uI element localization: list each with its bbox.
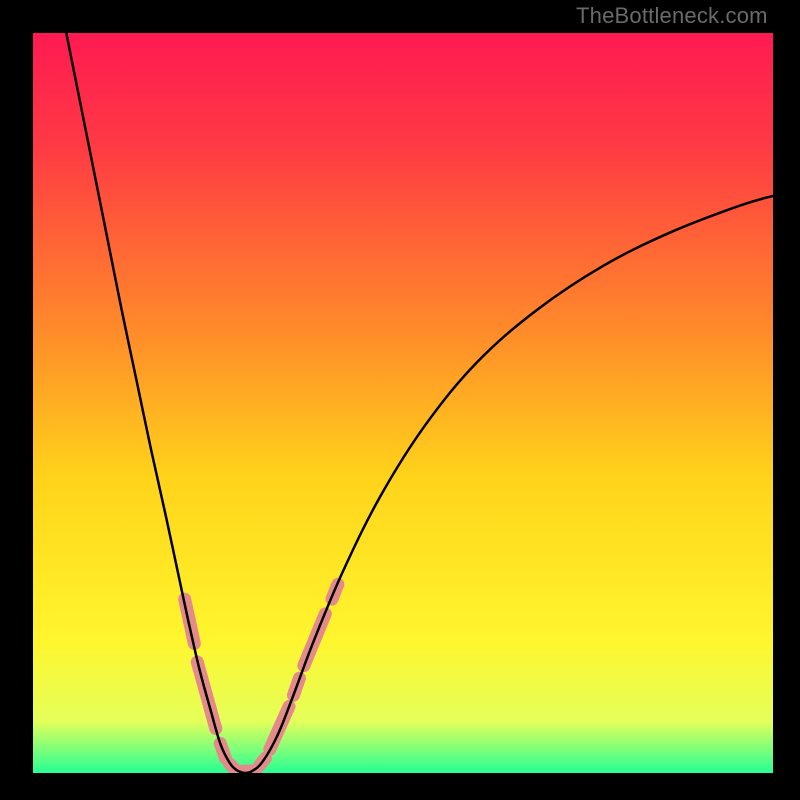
curve-right-branch	[244, 196, 773, 773]
chart-container: TheBottleneck.com	[0, 0, 800, 800]
curve-overlay	[0, 0, 800, 800]
curve-left-branch	[66, 33, 244, 773]
watermark-text: TheBottleneck.com	[576, 3, 768, 29]
